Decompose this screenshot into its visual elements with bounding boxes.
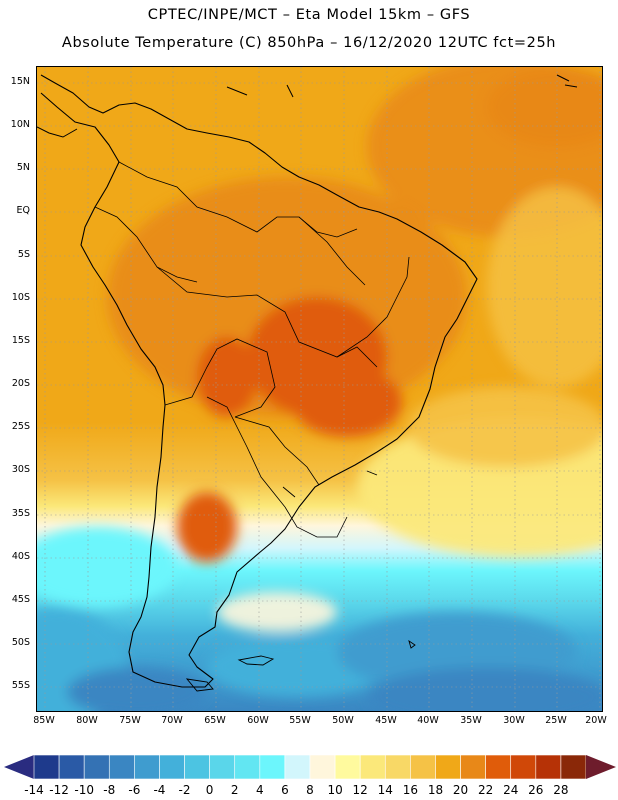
lon-label: 30W [503, 715, 525, 726]
colorbar-tick-label: 16 [402, 783, 418, 797]
colorbar-swatch [334, 754, 361, 780]
colorbar-tick-label: -12 [49, 783, 69, 797]
lon-label: 75W [119, 715, 141, 726]
colorbar-swatch [359, 754, 386, 780]
lon-label: 35W [460, 715, 482, 726]
lat-label: EQ [16, 205, 30, 216]
colorbar-tick-label: 8 [306, 783, 314, 797]
lat-label: 45S [11, 594, 30, 605]
temperature-field [37, 67, 602, 711]
lon-label: 85W [33, 715, 55, 726]
colorbar-swatch [184, 754, 210, 780]
colorbar-tick-label: -2 [178, 783, 191, 797]
colorbar-tick-label: 18 [427, 783, 444, 797]
temperature-map [36, 66, 603, 712]
colorbar-swatch [384, 754, 411, 780]
lon-label: 45W [375, 715, 397, 726]
lat-label: 55S [11, 680, 30, 691]
colorbar-swatch [259, 754, 286, 780]
lat-label: 30S [11, 464, 30, 475]
colorbar-swatch [535, 754, 562, 780]
colorbar-tick-label: 4 [255, 783, 264, 797]
lat-label: 5N [16, 162, 30, 173]
map-title-line2: Absolute Temperature (C) 850hPa – 16/12/… [61, 35, 557, 51]
colorbar-tick-label: 24 [503, 783, 519, 797]
colorbar-swatch [83, 754, 110, 780]
colorbar-tick-label: 6 [281, 783, 289, 797]
colorbar-tick-label: 22 [477, 783, 494, 797]
temperature-colorbar [4, 754, 616, 780]
colorbar-tick-label: 20 [452, 783, 469, 797]
colorbar-tick-label: 14 [377, 783, 393, 797]
colorbar-swatch [134, 754, 160, 780]
lat-label: 15S [11, 335, 30, 346]
central-america-coastline [37, 74, 578, 138]
colorbar-swatch [309, 754, 336, 780]
map-title-line1: CPTEC/INPE/MCT – Eta Model 15km – GFS [147, 7, 471, 23]
islands [185, 470, 416, 692]
colorbar-swatch [108, 754, 135, 780]
lat-label: 40S [11, 551, 30, 562]
lat-label: 50S [11, 637, 30, 648]
lat-label: 15N [10, 76, 30, 87]
colorbar-tick-label: -6 [128, 783, 141, 797]
lon-label: 55W [289, 715, 311, 726]
colorbar-tick-label: 2 [230, 783, 239, 797]
colorbar-swatch [284, 754, 311, 780]
colorbar-tick-label: -14 [24, 783, 44, 797]
colorbar-swatch [209, 754, 236, 780]
colorbar-swatch [58, 754, 85, 780]
colorbar-swatch [460, 754, 486, 780]
colorbar-tick-label: 26 [528, 783, 544, 797]
lon-label: 60W [247, 715, 269, 726]
colorbar-tick-label: 0 [205, 783, 214, 797]
colorbar-tick-label: 28 [553, 783, 569, 797]
lat-label: 25S [11, 421, 30, 432]
colorbar-tick-label: 12 [352, 783, 368, 797]
south-america-coastline [40, 74, 478, 688]
colorbar-tick-label: -8 [103, 783, 116, 797]
colorbar-left-arrow [4, 755, 34, 779]
colorbar-tick-label: -10 [74, 783, 94, 797]
colorbar-tick-label: 10 [327, 783, 343, 797]
lon-label: 50W [332, 715, 354, 726]
lat-label: 10S [11, 292, 30, 303]
lon-label: 70W [161, 715, 183, 726]
colorbar-swatch [410, 754, 436, 780]
lon-label: 25W [545, 715, 567, 726]
lon-label: 65W [204, 715, 226, 726]
colorbar-swatch [234, 754, 261, 780]
lat-label: 35S [11, 508, 30, 519]
lat-label: 20S [11, 378, 30, 389]
colorbar-swatch [510, 754, 537, 780]
temperature-shading [37, 67, 602, 711]
colorbar-swatch [33, 754, 60, 780]
lat-label: 5S [17, 249, 30, 260]
lon-label: 80W [76, 715, 98, 726]
lon-label: 20W [585, 715, 607, 726]
colorbar-swatch [485, 754, 512, 780]
lat-label: 10N [10, 119, 30, 130]
colorbar-swatch [159, 754, 185, 780]
colorbar-swatch [435, 754, 461, 780]
colorbar-tick-label: -4 [153, 783, 166, 797]
lon-label: 40W [417, 715, 439, 726]
colorbar-swatch [560, 754, 587, 780]
colorbar-right-arrow [586, 755, 616, 779]
country-borders [94, 161, 410, 538]
